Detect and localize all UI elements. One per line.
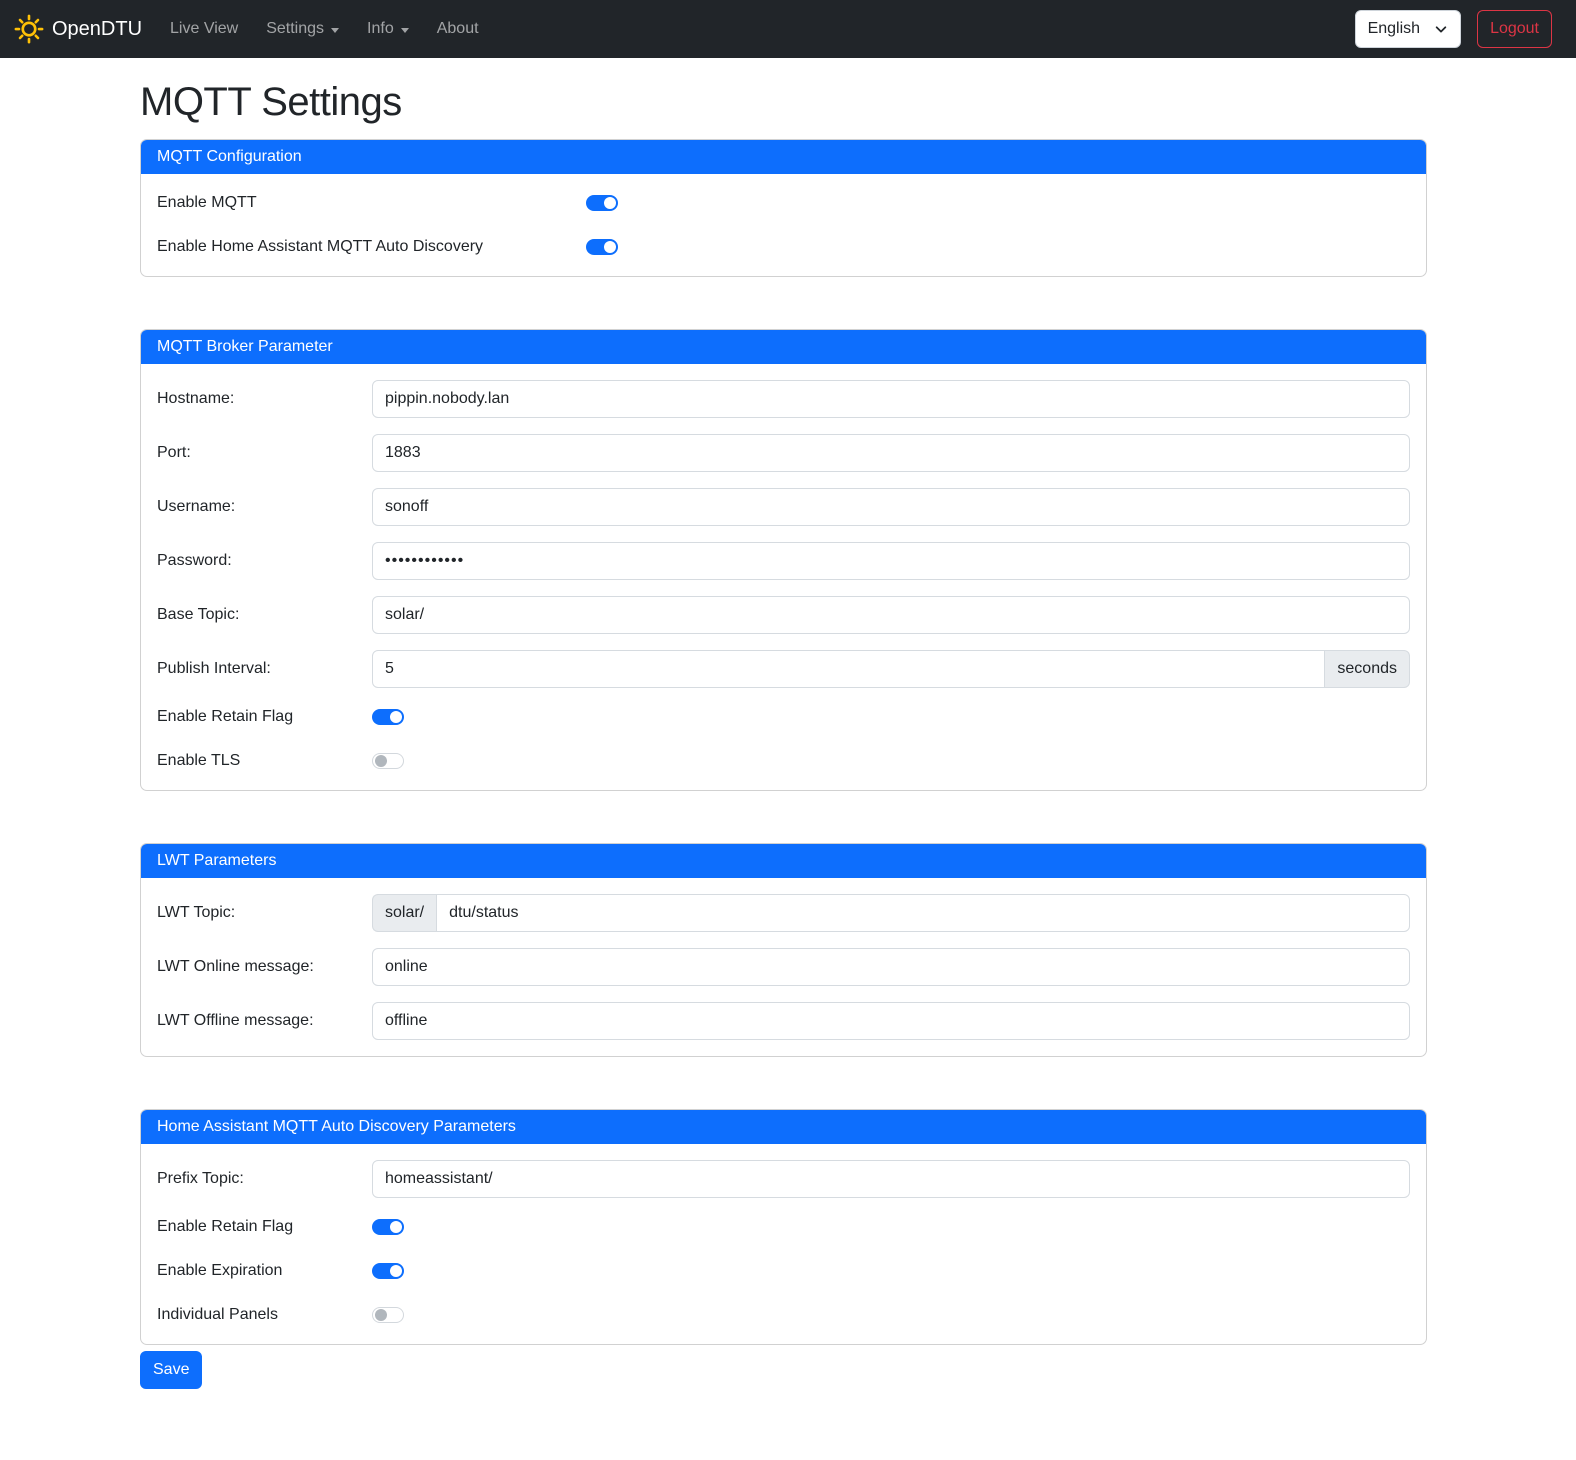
enable-expiration-label: Enable Expiration — [157, 1262, 283, 1279]
card-body: Hostname: Port: Username: Password: Base… — [141, 364, 1426, 790]
publish-interval-label: Publish Interval: — [157, 660, 271, 677]
port-label: Port: — [157, 444, 191, 461]
toggle-knob — [375, 1309, 387, 1321]
hass-discovery-card: Home Assistant MQTT Auto Discovery Param… — [140, 1109, 1427, 1345]
save-button[interactable]: Save — [140, 1351, 203, 1389]
prefix-topic-input[interactable] — [372, 1160, 1410, 1198]
card-body: Prefix Topic: Enable Retain Flag Enable … — [141, 1144, 1426, 1344]
hass-enable-retain-toggle[interactable] — [372, 1219, 404, 1235]
hass-enable-retain-row: Enable Retain Flag — [157, 1214, 1410, 1240]
toggle-knob — [375, 755, 387, 767]
nav-item-label: Settings — [266, 20, 325, 37]
toggle-knob — [604, 197, 616, 209]
individual-panels-toggle[interactable] — [372, 1307, 404, 1323]
toggle-knob — [390, 1265, 402, 1277]
toggle-knob — [390, 711, 402, 723]
publish-interval-input[interactable] — [372, 650, 1326, 688]
enable-mqtt-label: Enable MQTT — [157, 194, 257, 211]
card-header: Home Assistant MQTT Auto Discovery Param… — [141, 1110, 1426, 1144]
card-header: LWT Parameters — [141, 844, 1426, 878]
card-body: Enable MQTT Enable Home Assistant MQTT A… — [141, 174, 1426, 276]
enable-tls-row: Enable TLS — [157, 748, 1410, 774]
lwt-topic-prefix: solar/ — [372, 894, 437, 932]
publish-interval-row: Publish Interval: seconds — [157, 650, 1410, 688]
enable-hass-discovery-toggle[interactable] — [586, 239, 618, 255]
logout-button[interactable]: Logout — [1477, 10, 1552, 48]
nav-item-label: Live View — [170, 20, 239, 37]
password-label: Password: — [157, 552, 232, 569]
navbar-right: English Logout — [1354, 10, 1562, 48]
enable-mqtt-row: Enable MQTT — [157, 190, 1410, 216]
nav-item-label: Info — [367, 20, 394, 37]
username-input[interactable] — [372, 488, 1410, 526]
chevron-down-icon — [400, 28, 409, 33]
hostname-row: Hostname: — [157, 380, 1410, 418]
prefix-topic-row: Prefix Topic: — [157, 1160, 1410, 1198]
base-topic-row: Base Topic: — [157, 596, 1410, 634]
hostname-input[interactable] — [372, 380, 1410, 418]
top-navbar: OpenDTU Live View Settings Info About En… — [0, 0, 1576, 58]
language-selected-value: English — [1367, 20, 1421, 37]
prefix-topic-label: Prefix Topic: — [157, 1170, 244, 1187]
sun-icon — [14, 14, 44, 44]
nav-item-label: About — [436, 20, 479, 37]
enable-hass-discovery-row: Enable Home Assistant MQTT Auto Discover… — [157, 234, 1410, 260]
lwt-topic-label: LWT Topic: — [157, 904, 236, 921]
username-row: Username: — [157, 488, 1410, 526]
mqtt-configuration-card: MQTT Configuration Enable MQTT Enable Ho… — [140, 139, 1427, 277]
hostname-label: Hostname: — [157, 390, 235, 407]
enable-retain-toggle[interactable] — [372, 709, 404, 725]
port-row: Port: — [157, 434, 1410, 472]
lwt-online-input[interactable] — [372, 948, 1410, 986]
card-header: MQTT Configuration — [141, 140, 1426, 174]
enable-hass-discovery-label: Enable Home Assistant MQTT Auto Discover… — [157, 238, 484, 255]
enable-expiration-toggle[interactable] — [372, 1263, 404, 1279]
enable-expiration-row: Enable Expiration — [157, 1258, 1410, 1284]
brand-label: OpenDTU — [52, 17, 143, 40]
chevron-down-icon — [331, 28, 340, 33]
password-input[interactable] — [372, 542, 1410, 580]
enable-tls-toggle[interactable] — [372, 753, 404, 769]
brand-link[interactable]: OpenDTU — [14, 14, 142, 44]
enable-retain-label: Enable Retain Flag — [157, 708, 294, 725]
language-select[interactable]: English — [1354, 10, 1462, 48]
individual-panels-row: Individual Panels — [157, 1302, 1410, 1328]
lwt-online-row: LWT Online message: — [157, 948, 1410, 986]
nav-item-live-view[interactable]: Live View — [156, 12, 252, 46]
username-label: Username: — [157, 498, 236, 515]
card-header: MQTT Broker Parameter — [141, 330, 1426, 364]
port-input[interactable] — [372, 434, 1410, 472]
base-topic-label: Base Topic: — [157, 606, 240, 623]
toggle-knob — [604, 241, 616, 253]
lwt-topic-row: LWT Topic: solar/ — [157, 894, 1410, 932]
base-topic-input[interactable] — [372, 596, 1410, 634]
card-body: LWT Topic: solar/ LWT Online message: LW… — [141, 878, 1426, 1056]
publish-interval-unit: seconds — [1325, 650, 1410, 688]
individual-panels-label: Individual Panels — [157, 1306, 278, 1323]
lwt-offline-row: LWT Offline message: — [157, 1002, 1410, 1040]
enable-mqtt-toggle[interactable] — [586, 195, 618, 211]
enable-retain-row: Enable Retain Flag — [157, 704, 1410, 730]
nav-item-settings[interactable]: Settings — [252, 12, 353, 46]
lwt-offline-label: LWT Offline message: — [157, 1012, 314, 1029]
lwt-online-label: LWT Online message: — [157, 958, 314, 975]
lwt-offline-input[interactable] — [372, 1002, 1410, 1040]
nav-item-about[interactable]: About — [423, 12, 493, 46]
hass-enable-retain-label: Enable Retain Flag — [157, 1218, 294, 1235]
password-row: Password: — [157, 542, 1410, 580]
nav-item-info[interactable]: Info — [353, 12, 423, 46]
lwt-parameters-card: LWT Parameters LWT Topic: solar/ LWT Onl… — [140, 843, 1427, 1057]
page-title: MQTT Settings — [140, 80, 402, 124]
enable-tls-label: Enable TLS — [157, 752, 241, 769]
mqtt-broker-card: MQTT Broker Parameter Hostname: Port: Us… — [140, 329, 1427, 791]
chevron-down-icon — [1434, 22, 1448, 36]
main-container: MQTT Settings MQTT Configuration Enable … — [140, 80, 1427, 1409]
lwt-topic-input[interactable] — [436, 894, 1410, 932]
nav-links: Live View Settings Info About — [156, 12, 493, 46]
toggle-knob — [390, 1221, 402, 1233]
